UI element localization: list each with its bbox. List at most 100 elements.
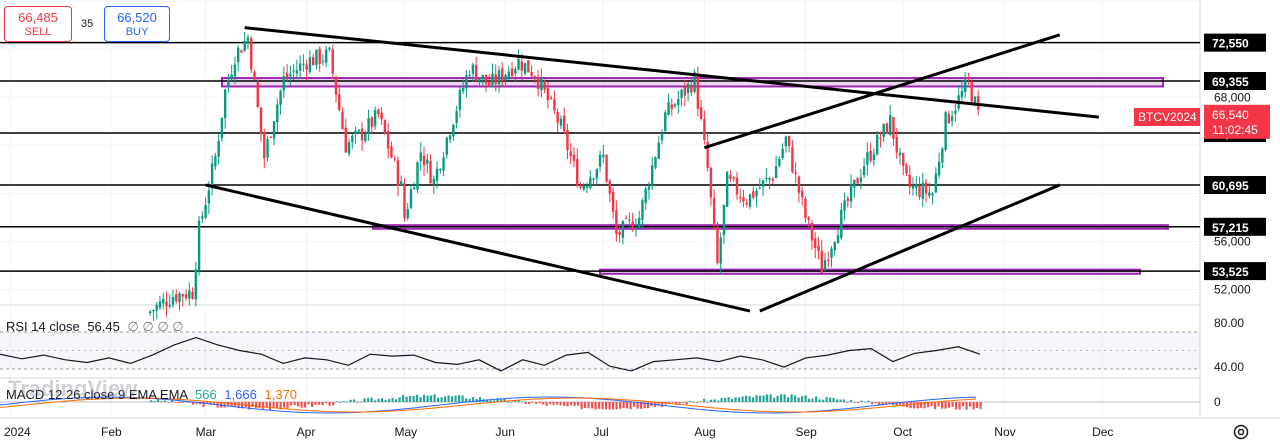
- candle-body-215: [849, 184, 853, 202]
- macd-bar-168: [738, 397, 741, 402]
- time-tick-2: Mar: [196, 425, 217, 439]
- macd-bar-45: [307, 402, 310, 405]
- candle-body-36: [266, 139, 269, 158]
- macd-bar-134: [619, 402, 622, 409]
- rsi-legend[interactable]: RSI 14 close 56.45 ∅ ∅ ∅ ∅: [6, 319, 184, 335]
- macd-bar-18: [213, 402, 216, 405]
- macd-bar-194: [829, 397, 832, 402]
- time-axis[interactable]: 2024 Feb Mar Apr May Jun Jul Aug Sep Oct Nov Dec: [4, 425, 1113, 439]
- candle-body-157: [660, 133, 664, 141]
- time-tick-8: Sep: [795, 425, 817, 439]
- macd-bar-172: [752, 397, 755, 402]
- macd-bar-62: [367, 397, 370, 402]
- trendlines[interactable]: [205, 26, 1099, 313]
- candle-body-136: [592, 178, 595, 180]
- candle-body-112: [514, 68, 517, 74]
- candle-body-245: [947, 114, 951, 124]
- price-axis[interactable]: 68,00056,00052,00072,55069,35565,02560,6…: [1134, 33, 1270, 409]
- macd-bar-186: [801, 396, 804, 402]
- sell-button[interactable]: 66,485 SELL: [4, 6, 72, 42]
- macd-bar-141: [643, 402, 646, 409]
- candle-body-93: [452, 124, 455, 137]
- candle-body-87: [432, 178, 435, 184]
- macd-bar-133: [615, 402, 618, 410]
- macd-bar-36: [276, 402, 279, 409]
- candle-body-191: [771, 178, 775, 181]
- macd-bar-185: [797, 397, 800, 402]
- macd-bar-101: [503, 398, 506, 402]
- macd-bar-129: [601, 402, 604, 410]
- macd-bar-108: [528, 402, 531, 404]
- candle-body-1: [152, 310, 155, 312]
- candle-body-37: [269, 136, 272, 138]
- level-label-1: 69,355: [1212, 75, 1249, 89]
- trendline-3: [759, 183, 1061, 313]
- macd-bar-182: [787, 397, 790, 402]
- buy-button[interactable]: 66,520 BUY: [104, 6, 170, 42]
- macd-bar-49: [321, 402, 324, 406]
- macd-bar-234: [969, 402, 972, 407]
- candle-body-62: [351, 136, 354, 143]
- macd-bar-220: [920, 402, 923, 408]
- candle-body-67: [367, 118, 370, 134]
- support-resistance-zones[interactable]: [221, 77, 1169, 275]
- macd-bar-96: [486, 399, 489, 402]
- macd-bar-146: [661, 402, 664, 408]
- macd-bar-140: [640, 402, 643, 409]
- macd-bar-175: [762, 395, 765, 402]
- candle-body-54: [325, 49, 328, 63]
- candle-body-208: [827, 259, 830, 261]
- candle-body-147: [628, 219, 631, 221]
- macd-bar-190: [815, 396, 818, 402]
- macd-bar-40: [290, 402, 293, 406]
- macd-bar-150: [675, 402, 678, 405]
- candle-body-55: [328, 47, 331, 50]
- macd-bar-159: [706, 402, 709, 403]
- candle-body-202: [807, 217, 810, 221]
- candle-body-126: [559, 118, 563, 126]
- macd-bar-115: [552, 402, 555, 405]
- candle-body-71: [380, 112, 383, 120]
- candle-body-252: [970, 81, 973, 102]
- macd-bar-122: [577, 402, 580, 406]
- macd-bar-8: [178, 402, 181, 404]
- macd-bar-65: [377, 398, 380, 402]
- candle-body-213: [843, 200, 846, 211]
- candle-body-8: [175, 294, 178, 302]
- candle-body-143: [615, 210, 618, 234]
- time-tick-6: Jul: [593, 425, 608, 439]
- macd-bar-85: [447, 395, 450, 402]
- macd-bar-39: [286, 402, 289, 409]
- spread-value: 35: [81, 18, 94, 30]
- candle-body-82: [416, 162, 419, 190]
- time-tick-10: Nov: [994, 425, 1015, 439]
- candle-body-193: [778, 158, 781, 166]
- rsi-tick-0: 80.00: [1214, 316, 1244, 330]
- candle-body-113: [517, 58, 520, 70]
- macd-bar-78: [423, 394, 426, 402]
- candle-body-151: [641, 200, 644, 220]
- candle-body-172: [709, 167, 713, 198]
- macd-bar-226: [941, 402, 944, 409]
- candle-body-165: [686, 83, 690, 94]
- candle-body-141: [608, 180, 612, 194]
- settings-gear-icon[interactable]: [1232, 423, 1250, 441]
- rsi-label: RSI 14 close: [6, 319, 80, 334]
- candle-body-40: [279, 90, 282, 105]
- macd-bar-128: [598, 402, 601, 409]
- macd-bar-97: [489, 400, 492, 402]
- price-tick-0: 68,000: [1214, 90, 1251, 104]
- macd-bar-227: [944, 402, 947, 409]
- candle-body-222: [872, 154, 876, 161]
- candle-body-26: [233, 64, 237, 77]
- candle-body-7: [171, 296, 175, 305]
- macd-bar-163: [720, 398, 723, 402]
- macd-bar-0: [150, 400, 153, 402]
- candle-body-104: [488, 82, 491, 87]
- macd-bar-86: [451, 396, 454, 402]
- candle-body-135: [589, 177, 592, 188]
- candle-body-32: [253, 71, 256, 80]
- macd-legend[interactable]: MACD 12 26 close 9 EMA EMA 566 1,666 1,3…: [6, 387, 297, 402]
- macd-bar-110: [535, 402, 538, 404]
